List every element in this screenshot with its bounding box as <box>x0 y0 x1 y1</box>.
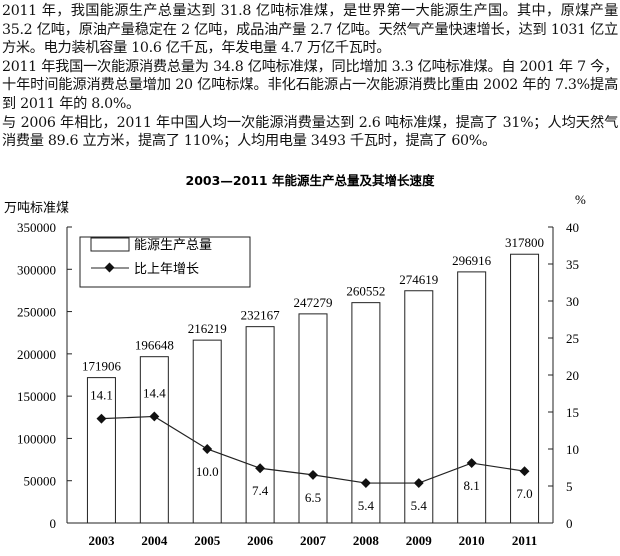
growth-point-2005 <box>202 444 213 454</box>
y-tick-label: 50000 <box>24 474 57 489</box>
y2-tick-label: 5 <box>566 479 573 494</box>
bar-value-label: 296916 <box>452 253 492 268</box>
y2-tick-label: 30 <box>566 294 579 309</box>
growth-point-2011 <box>519 466 530 477</box>
x-tick-label: 2011 <box>512 533 537 548</box>
x-tick-label: 2008 <box>353 533 380 548</box>
growth-value-label: 5.4 <box>358 498 375 513</box>
bar-value-label: 232167 <box>241 308 281 323</box>
y-tick-label: 100000 <box>17 431 56 446</box>
growth-value-label: 7.4 <box>252 483 269 498</box>
bar-2003 <box>86 377 116 524</box>
bar-2008 <box>351 302 381 524</box>
bar-value-label: 247279 <box>294 295 333 310</box>
bar-value-label: 171906 <box>82 359 122 374</box>
x-tick-label: 2009 <box>406 533 433 548</box>
x-tick-label: 2006 <box>247 533 274 548</box>
bar-2005 <box>192 339 222 524</box>
growth-value-label: 5.4 <box>411 498 428 513</box>
growth-point-2006 <box>255 463 266 474</box>
growth-point-2008 <box>360 478 371 488</box>
paragraph-production: 2011 年，我国能源生产总量达到 31.8 亿吨标准煤，是世界第一大能源生产国… <box>2 3 618 57</box>
bar-value-label: 260552 <box>346 284 385 299</box>
y2-axis-label: % <box>575 192 586 207</box>
y-tick-label: 350000 <box>17 220 56 235</box>
growth-value-label: 10.0 <box>196 464 219 479</box>
growth-point-2004 <box>149 411 160 422</box>
paragraph-per-capita: 与 2006 年相比，2011 年中国人均一次能源消费量达到 2.6 吨标准煤，… <box>2 114 618 150</box>
y2-tick-label: 40 <box>566 220 579 235</box>
bar-value-label: 274619 <box>399 272 438 287</box>
growth-point-2007 <box>308 469 318 480</box>
bar-2006 <box>245 326 275 524</box>
bar-2009 <box>404 290 434 524</box>
y2-tick-label: 0 <box>566 516 573 531</box>
growth-point-2009 <box>413 478 424 488</box>
growth-value-label: 7.0 <box>516 486 532 501</box>
y-tick-label: 150000 <box>17 389 56 404</box>
y2-tick-label: 35 <box>566 257 579 272</box>
article-text: 2011 年，我国能源生产总量达到 31.8 亿吨标准煤，是世界第一大能源生产国… <box>2 2 618 151</box>
paragraph-consumption: 2011 年我国一次能源消费总量为 34.8 亿吨标准煤，同比增加 3.3 亿吨… <box>2 58 618 112</box>
bar-value-label: 317800 <box>505 235 544 250</box>
bar-2010 <box>457 271 487 524</box>
x-tick-label: 2010 <box>459 533 485 548</box>
bar-2007 <box>298 313 328 524</box>
x-tick-label: 2007 <box>300 533 327 548</box>
chart-title: 2003—2011 年能源生产总量及其增长速度 <box>186 173 435 188</box>
legend-bar-swatch <box>90 237 130 252</box>
y-tick-label: 200000 <box>17 347 56 362</box>
y-tick-label: 0 <box>50 516 57 531</box>
legend-bar-label: 能源生产总量 <box>134 238 212 253</box>
y-axis-label: 万吨标准煤 <box>4 200 69 215</box>
legend: 能源生产总量 比上年增长 <box>79 236 251 288</box>
bar-2011 <box>510 253 540 524</box>
y2-tick-label: 10 <box>566 442 579 457</box>
y2-tick-label: 25 <box>566 331 579 346</box>
x-tick-label: 2003 <box>88 533 115 548</box>
bar-value-label: 216219 <box>188 321 227 336</box>
growth-value-label: 8.1 <box>464 478 480 493</box>
growth-value-label: 14.1 <box>90 388 113 403</box>
x-tick-label: 2005 <box>194 533 221 548</box>
growth-value-label: 14.4 <box>143 385 166 400</box>
y2-tick-label: 20 <box>566 368 579 383</box>
y-tick-label: 300000 <box>17 262 56 277</box>
growth-value-label: 6.5 <box>305 490 321 505</box>
growth-point-2010 <box>466 458 477 469</box>
legend-line-label: 比上年增长 <box>134 262 199 277</box>
x-tick-label: 2004 <box>141 533 168 548</box>
bar-value-label: 196648 <box>135 338 174 353</box>
y2-tick-label: 15 <box>566 405 579 420</box>
y-tick-label: 250000 <box>17 305 56 320</box>
bar-2004 <box>139 356 169 524</box>
